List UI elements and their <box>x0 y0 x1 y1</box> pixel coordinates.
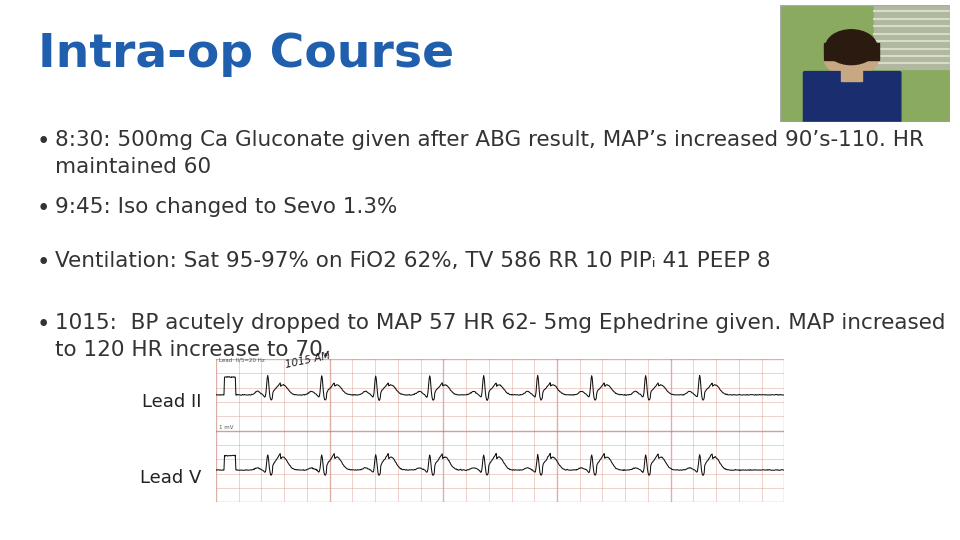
Circle shape <box>824 39 878 76</box>
Text: 9:45: Iso changed to Sevo 1.3%: 9:45: Iso changed to Sevo 1.3% <box>55 197 397 217</box>
Text: 8:30: 500mg Ca Gluconate given after ABG result, MAP’s increased 90’s-110. HR
ma: 8:30: 500mg Ca Gluconate given after ABG… <box>55 130 924 177</box>
Text: Lead  II/5=20 Hz: Lead II/5=20 Hz <box>219 358 265 363</box>
Text: 1 mV: 1 mV <box>219 424 233 429</box>
Text: Ventilation: Sat 95-97% on FiO2 62%, TV 586 RR 10 PIPᵢ 41 PEEP 8: Ventilation: Sat 95-97% on FiO2 62%, TV … <box>55 251 770 271</box>
Bar <box>824 43 878 60</box>
Text: 1015 AM: 1015 AM <box>284 350 331 370</box>
Text: Lead II: Lead II <box>142 393 202 411</box>
Bar <box>841 58 861 81</box>
Text: •: • <box>36 197 50 220</box>
Text: Intra-op Course: Intra-op Course <box>38 32 454 77</box>
Bar <box>874 5 950 69</box>
FancyBboxPatch shape <box>804 72 900 123</box>
Text: 1015:  BP acutely dropped to MAP 57 HR 62- 5mg Ephedrine given. MAP increased
to: 1015: BP acutely dropped to MAP 57 HR 62… <box>55 313 946 360</box>
Circle shape <box>826 30 876 65</box>
Text: •: • <box>36 251 50 274</box>
Text: •: • <box>36 130 50 153</box>
Text: Lead V: Lead V <box>140 469 202 487</box>
Text: •: • <box>36 313 50 336</box>
